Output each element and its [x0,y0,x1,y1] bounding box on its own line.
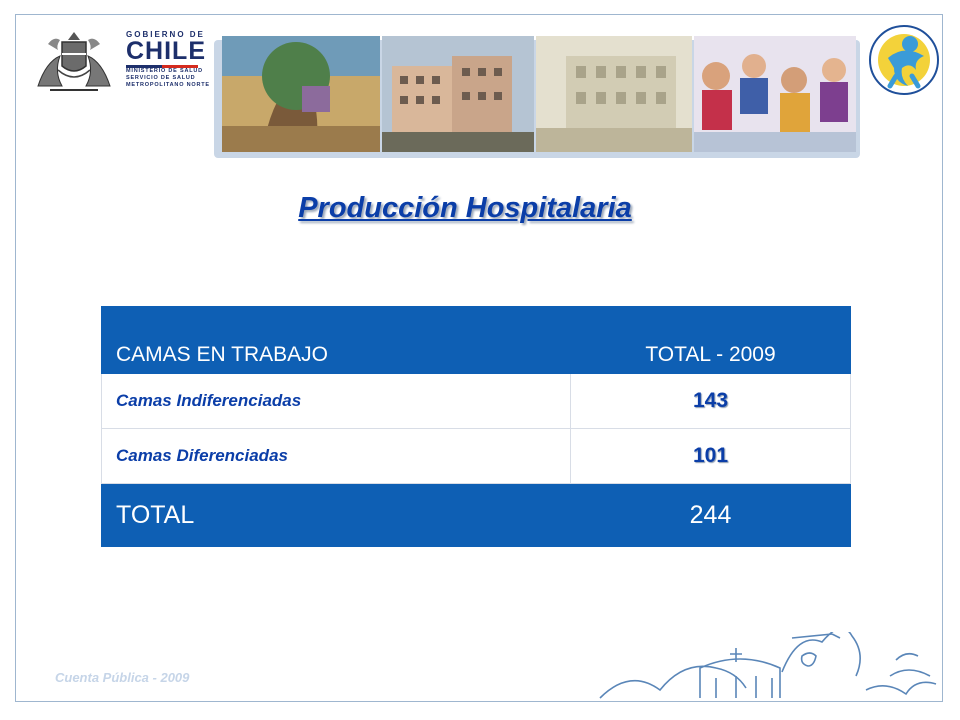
header-total-2009: TOTAL - 2009 [570,306,851,374]
row-label-diferenciadas: Camas Diferenciadas [101,428,571,484]
children-collage-photo [694,36,856,152]
mural-photo [222,36,380,152]
chile-word: CHILE [126,37,206,65]
table-row: Camas Diferenciadas 101 [101,428,851,484]
gobierno-line-1: MINISTERIO DE SALUD [126,68,203,74]
total-value: 244 [570,483,851,547]
footer-text: Cuenta Pública - 2009 [55,670,190,685]
gobierno-line-2: SERVICIO DE SALUD [126,75,196,81]
hospital-logo [869,25,939,95]
flag-bar [126,65,198,68]
coat-of-arms-icon [37,32,111,91]
page-title: Producción Hospitalaria [298,192,632,224]
row-value-indiferenciadas: 143 [570,373,851,429]
gobierno-chile-text: CHILE [126,39,216,68]
table-row: Camas Indiferenciadas 143 [101,373,851,429]
total-label: TOTAL [101,483,571,547]
landscape-sketch-icon [599,632,937,699]
production-table: CAMAS EN TRABAJO TOTAL - 2009 Camas Indi… [101,306,851,547]
hospital-building-photo [382,36,534,152]
gobierno-top-text: GOBIERNO DE [126,30,205,39]
row-label-indiferenciadas: Camas Indiferenciadas [101,373,571,429]
photo-strip [214,32,860,158]
slide-frame [15,14,943,702]
table-header-row: CAMAS EN TRABAJO TOTAL - 2009 [101,306,851,374]
gobierno-line-3: METROPOLITANO NORTE [126,82,210,88]
gobierno-chile-logo: GOBIERNO DE CHILE MINISTERIO DE SALUD SE… [28,26,209,98]
header-camas: CAMAS EN TRABAJO [101,306,571,374]
old-hospital-photo [536,36,692,152]
row-value-diferenciadas: 101 [570,428,851,484]
table-total-row: TOTAL 244 [101,483,851,547]
